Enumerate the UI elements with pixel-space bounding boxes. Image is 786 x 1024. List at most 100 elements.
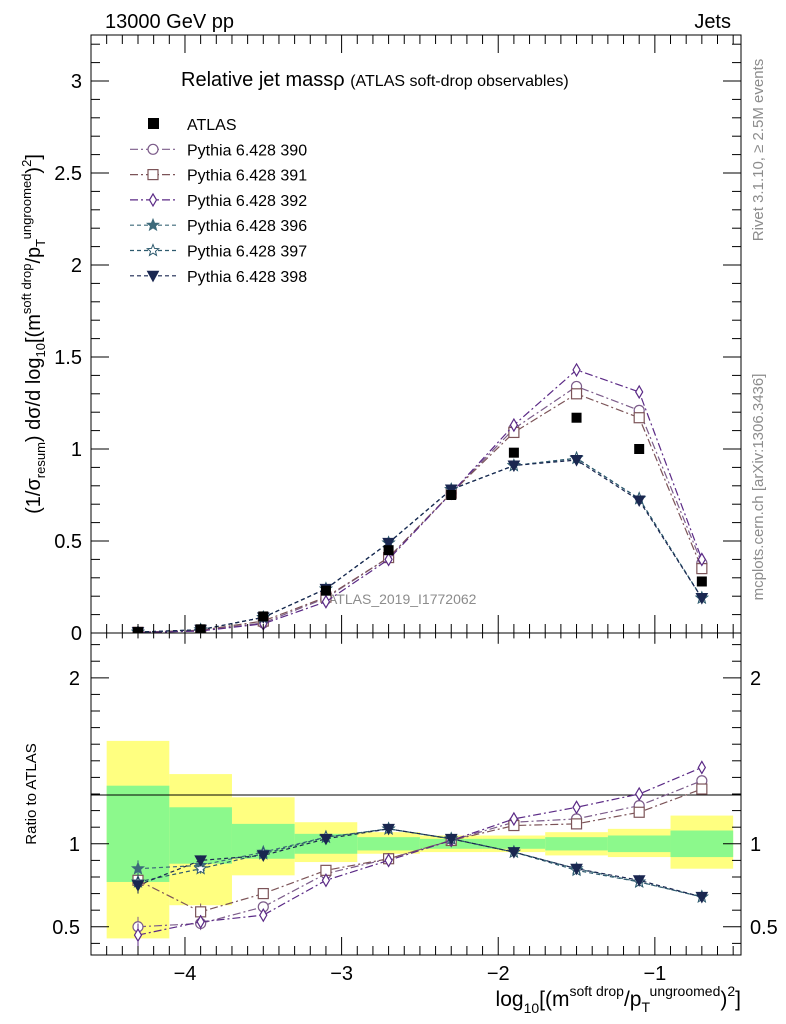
ratio-point-series-2-4 xyxy=(384,853,393,868)
legend-label-series-1: Pythia 6.428 391 xyxy=(187,168,307,185)
ratio-point-series-2-7 xyxy=(572,800,581,815)
y-tick-label-ratio-left-1: 1 xyxy=(69,834,80,856)
y-tick-label-ratio-left-2: 2 xyxy=(69,668,80,690)
x-axis-label: log10[(msoft drop/pTungroomed)2] xyxy=(496,983,741,1016)
legend-label-series-0: Pythia 6.428 390 xyxy=(187,142,307,159)
main-point-series-2-7 xyxy=(572,362,581,378)
main-point-series-5-9 xyxy=(695,593,709,605)
y-tick-label-main-3: 1.5 xyxy=(54,347,82,369)
main-point-series-1-8 xyxy=(633,412,645,424)
y-tick-label-main-5: 2.5 xyxy=(54,163,82,185)
main-point-series-5-7 xyxy=(570,455,583,467)
x-tick-label-3: −1 xyxy=(643,963,666,985)
ratio-point-series-5-6 xyxy=(507,847,521,859)
ratio-point-series-5-1 xyxy=(194,855,207,867)
ratio-panel-frame xyxy=(90,632,742,956)
x-tick-label-2: −2 xyxy=(487,963,510,985)
axis-ticks xyxy=(90,35,741,955)
y-tick-label-main-4: 2 xyxy=(71,255,82,277)
rivet-label: Rivet 3.1.10, ≥ 2.5M events xyxy=(750,59,767,242)
main-point-series-2-8 xyxy=(634,384,644,400)
chart-title: Relative jet massρ (ATLAS soft-drop obse… xyxy=(181,69,569,91)
y-tick-label-main-6: 3 xyxy=(71,71,82,93)
main-point-series-5-4 xyxy=(382,537,395,550)
main-line-series-1 xyxy=(137,393,703,633)
main-point-series-5-8 xyxy=(632,495,646,508)
atlas-point-4 xyxy=(383,545,394,556)
ratio-point-series-1-2 xyxy=(257,887,269,900)
ratio-point-series-5-2 xyxy=(256,850,270,862)
ratio-point-series-5-9 xyxy=(695,891,709,904)
atlas-point-7 xyxy=(571,412,582,423)
main-point-series-2-4 xyxy=(384,552,393,567)
ratio-point-series-5-7 xyxy=(570,863,583,876)
legend-label-series-4: Pythia 6.428 397 xyxy=(187,244,307,261)
ratio-point-series-1-8 xyxy=(633,806,645,818)
y-tick-label-ratio-left-0: 0.5 xyxy=(52,917,80,939)
ratio-line-series-3 xyxy=(137,828,702,898)
legend-label-series-2: Pythia 6.428 392 xyxy=(187,193,307,210)
ratio-point-series-1-7 xyxy=(570,818,583,830)
legend-marker-series-5 xyxy=(146,270,160,283)
legend-marker-series-2 xyxy=(148,192,158,208)
ratio-point-series-5-5 xyxy=(444,833,458,846)
ratio-point-series-5-8 xyxy=(632,875,646,887)
legend-marker-series-4 xyxy=(145,243,161,257)
legend-label-atlas: ATLAS xyxy=(187,117,237,134)
atlas-point-2 xyxy=(258,611,269,622)
band-inner-bin-7 xyxy=(545,837,608,851)
atlas-point-9 xyxy=(696,576,707,587)
energy-label: 13000 GeV pp xyxy=(105,11,234,33)
analysis-watermark: ATLAS_2019_I1772062 xyxy=(328,591,477,607)
ratio-point-series-2-0 xyxy=(133,927,143,943)
legend: ATLAS Pythia 6.428 390 Pythia 6.428 391 Pyt… xyxy=(130,117,307,286)
band-inner-bin-1 xyxy=(169,807,232,864)
process-label: Jets xyxy=(694,11,731,33)
main-point-series-2-3 xyxy=(321,594,331,609)
ratio-line-series-1 xyxy=(137,788,703,913)
ratio-point-series-3-0 xyxy=(130,861,145,875)
main-line-series-5 xyxy=(137,459,703,633)
ratio-series-layer xyxy=(130,760,709,947)
y-tick-label-main-2: 1 xyxy=(71,439,82,461)
ratio-y-axis-label: Ratio to ATLAS xyxy=(23,743,40,844)
main-y-axis-label: (1/σresum) dσ/d log10[(msoft drop/pTungr… xyxy=(19,154,48,514)
band-inner-bin-9 xyxy=(670,830,734,858)
ratio-point-series-2-2 xyxy=(259,907,268,923)
band-inner-bin-6 xyxy=(482,838,546,849)
legend-marker-series-3 xyxy=(145,217,161,232)
ratio-point-series-2-8 xyxy=(634,786,644,802)
main-point-series-1-7 xyxy=(570,388,583,400)
atlas-point-3 xyxy=(320,585,331,596)
title-subtitle: (ATLAS soft-drop observables) xyxy=(350,73,568,90)
band-inner-bin-4 xyxy=(357,837,420,851)
main-point-series-5-5 xyxy=(444,484,458,497)
main-point-series-2-6 xyxy=(509,417,519,433)
ratio-point-series-2-3 xyxy=(321,873,331,888)
y-tick-label-ratio-right-0: 0.5 xyxy=(750,917,778,939)
ratio-point-series-4-1 xyxy=(193,861,208,875)
x-tick-label-0: −4 xyxy=(174,963,197,985)
atlas-point-8 xyxy=(634,444,645,454)
main-line-series-0 xyxy=(137,385,703,633)
title-main: Relative jet massρ xyxy=(181,69,345,91)
ratio-point-series-5-4 xyxy=(382,823,395,836)
band-inner-bin-8 xyxy=(607,835,671,853)
ratio-point-series-2-9 xyxy=(697,760,707,775)
x-tick-label-1: −3 xyxy=(330,963,353,985)
axis-tick-labels: −4 −3 −2 −1 0 0.5 1 1.5 2 2.5 3 0.5 0.5 1 1 2 2 xyxy=(52,71,778,985)
y-tick-label-ratio-right-2: 2 xyxy=(750,668,761,690)
ratio-point-series-5-0 xyxy=(131,880,145,892)
ratio-point-series-2-6 xyxy=(509,811,519,827)
ratio-point-series-1-9 xyxy=(696,783,708,795)
y-tick-label-main-1: 0.5 xyxy=(54,531,82,553)
ratio-line-series-0 xyxy=(137,780,703,928)
atlas-point-6 xyxy=(508,447,519,458)
legend-label-series-3: Pythia 6.428 396 xyxy=(187,218,307,235)
legend-marker-series-0 xyxy=(147,143,159,155)
legend-label-series-5: Pythia 6.428 398 xyxy=(187,269,307,286)
ratio-point-series-5-3 xyxy=(319,833,333,846)
legend-marker-series-1 xyxy=(147,169,159,181)
legend-marker-atlas xyxy=(148,118,159,129)
